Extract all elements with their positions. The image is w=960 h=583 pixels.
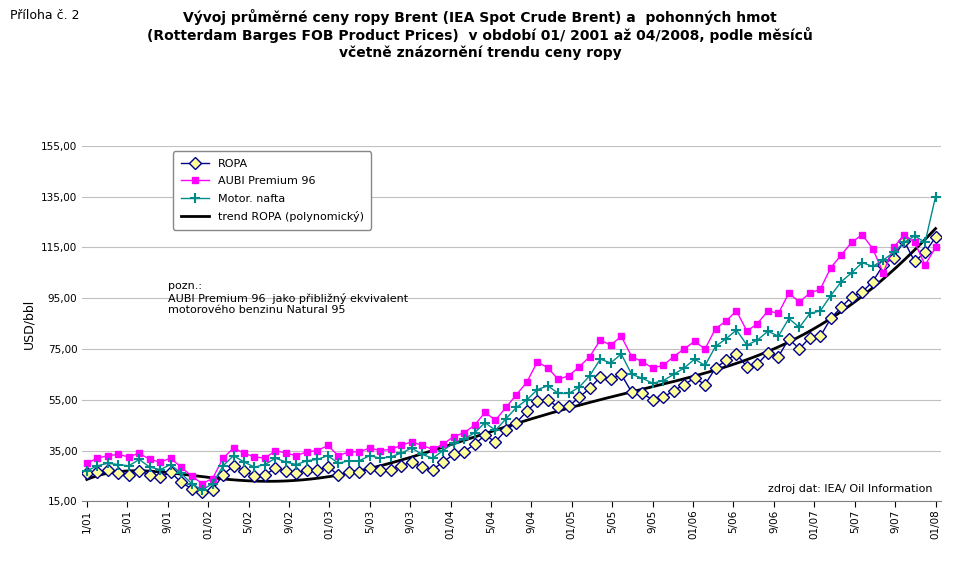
Text: zdroj dat: IEA/ Oil Information: zdroj dat: IEA/ Oil Information — [768, 484, 932, 494]
Text: Příloha č. 2: Příloha č. 2 — [10, 9, 79, 22]
Text: pozn.:
AUBI Premium 96  jako přibližný ekvivalent
motorového benzinu Natural 95: pozn.: AUBI Premium 96 jako přibližný ek… — [168, 281, 408, 315]
Legend: ROPA, AUBI Premium 96, Motor. nafta, trend ROPA (polynomický): ROPA, AUBI Premium 96, Motor. nafta, tre… — [173, 152, 372, 230]
Y-axis label: USD/bbl: USD/bbl — [23, 298, 36, 349]
Text: Vývoj průměrné ceny ropy Brent (IEA Spot Crude Brent) a  pohonných hmot
(Rotterd: Vývoj průměrné ceny ropy Brent (IEA Spot… — [147, 9, 813, 60]
